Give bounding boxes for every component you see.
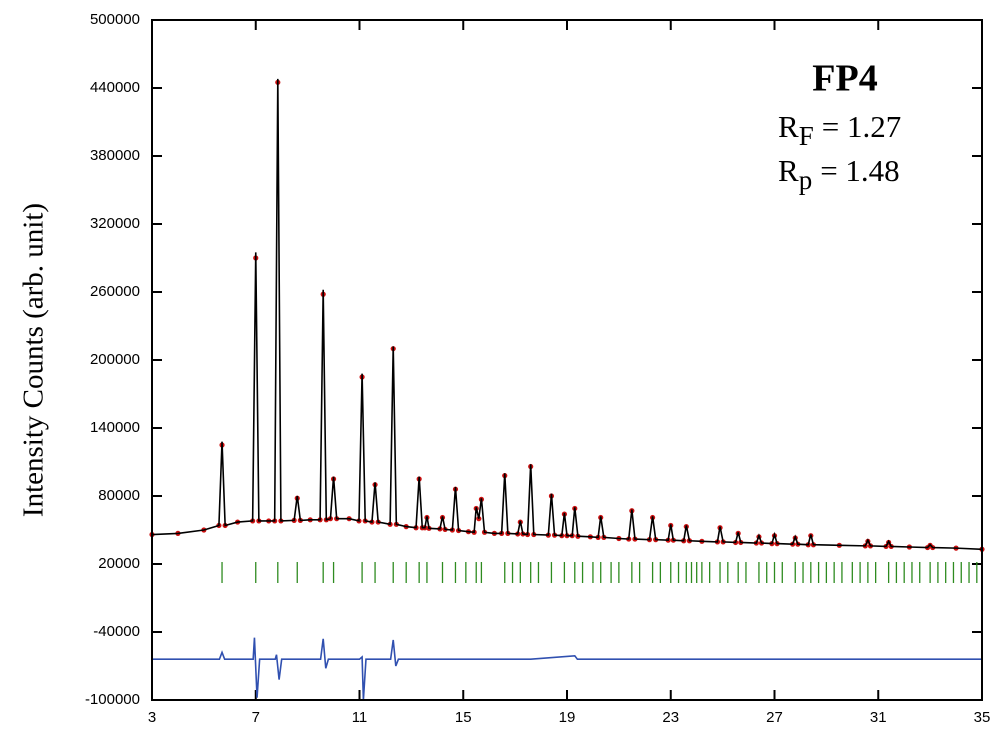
x-tick-label: 7 bbox=[252, 709, 260, 726]
x-tick-label: 35 bbox=[974, 709, 991, 726]
y-tick-label: 500000 bbox=[90, 11, 140, 28]
annotation-value: = 1.27 bbox=[822, 109, 901, 144]
plot-frame bbox=[151, 19, 983, 701]
y-tick-label: -40000 bbox=[93, 623, 140, 640]
x-tick-label: 11 bbox=[352, 709, 368, 726]
annotation-subscript: p bbox=[799, 165, 813, 195]
y-tick-label: 320000 bbox=[90, 215, 140, 232]
y-tick-label: 200000 bbox=[90, 351, 140, 368]
series-line bbox=[152, 637, 982, 701]
annotation-symbol: R bbox=[778, 109, 799, 144]
x-tick-label: 31 bbox=[870, 709, 887, 726]
x-tick-label: 27 bbox=[766, 709, 783, 726]
y-axis-label: Intensity Counts (arb. unit) bbox=[18, 203, 50, 517]
series-line bbox=[151, 78, 983, 551]
x-tick-label: 3 bbox=[148, 709, 156, 726]
y-tick-label: -100000 bbox=[85, 691, 140, 708]
x-tick-label: 23 bbox=[662, 709, 679, 726]
y-tick-label: 440000 bbox=[90, 79, 140, 96]
annotation: Rp = 1.48 bbox=[778, 153, 900, 195]
annotation-subscript: F bbox=[799, 121, 814, 151]
annotation-symbol: R bbox=[778, 153, 799, 188]
x-tick-label: 19 bbox=[559, 709, 576, 726]
y-tick-label: 80000 bbox=[98, 487, 140, 504]
annotation-value: = 1.48 bbox=[820, 153, 899, 188]
annotation-title: FP4 bbox=[812, 58, 877, 100]
x-tick-label: 15 bbox=[455, 709, 472, 726]
y-tick-label: 260000 bbox=[90, 283, 140, 300]
y-tick-label: 380000 bbox=[90, 147, 140, 164]
annotation: RF = 1.27 bbox=[778, 109, 901, 151]
y-tick-label: 20000 bbox=[98, 555, 140, 572]
y-tick-label: 140000 bbox=[90, 419, 140, 436]
